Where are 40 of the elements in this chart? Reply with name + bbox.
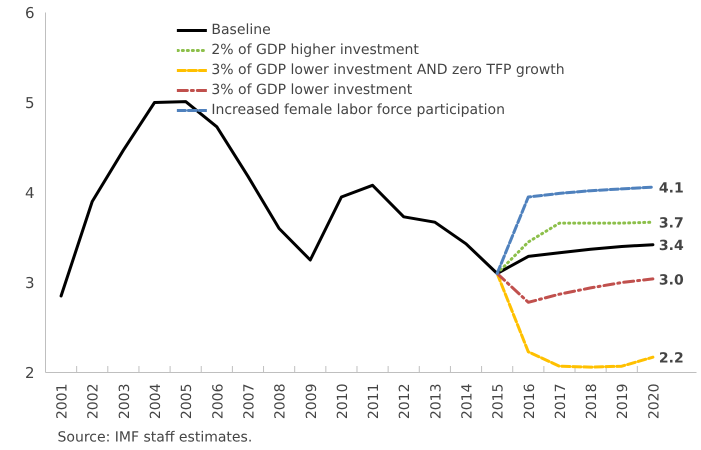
x-tick-label: 2016 (522, 383, 538, 420)
y-tick-label: 2 (24, 364, 35, 382)
x-tick-label: 2001 (54, 383, 71, 420)
x-tick-label: 2010 (334, 383, 351, 420)
x-tick-label: 2007 (241, 383, 258, 420)
line-series (496, 272, 654, 369)
x-tick-label: 2005 (179, 383, 196, 420)
legend-label: Baseline (211, 21, 271, 39)
x-tick-label: 2011 (366, 383, 382, 420)
x-tick-label: 2017 (552, 383, 569, 420)
legend-label: 3% of GDP lower investment (211, 81, 412, 99)
x-tick-label: 2002 (86, 383, 102, 420)
x-tick-label: 2006 (210, 383, 226, 420)
x-tick-label: 2003 (116, 383, 133, 420)
annotation: 4.1 (658, 180, 684, 197)
x-tick-label: 2009 (304, 383, 320, 420)
x-tick-label: 2008 (272, 383, 289, 420)
x-tick-label: 2018 (584, 383, 600, 420)
y-tick-label: 4 (24, 184, 35, 202)
x-tick-label: 2015 (490, 383, 507, 420)
x-tick-label: 2004 (148, 383, 164, 420)
annotation: 3.4 (658, 238, 684, 254)
x-tick-label: 2013 (428, 383, 444, 420)
y-tick-label: 5 (24, 94, 35, 112)
annotation: 2.2 (658, 350, 684, 367)
x-tick-label: 2012 (397, 383, 414, 420)
y-tick-label: 6 (24, 4, 35, 22)
x-tick-label: 2020 (646, 383, 662, 420)
line-series (496, 272, 654, 304)
legend-label: 3% of GDP lower investment AND zero TFP growth (211, 61, 565, 79)
x-tick-label: 2014 (460, 383, 476, 420)
annotation: 3.0 (658, 272, 684, 288)
line-series (496, 186, 654, 275)
legend-label: Increased female labor force participation (211, 101, 505, 119)
x-tick-label: 2019 (615, 383, 632, 420)
line-series (60, 100, 654, 298)
y-tick-label: 3 (24, 274, 35, 292)
source-note: Source: IMF staff estimates. (58, 430, 252, 446)
annotation: 3.7 (658, 216, 684, 232)
legend-label: 2% of GDP higher investment (211, 41, 419, 59)
